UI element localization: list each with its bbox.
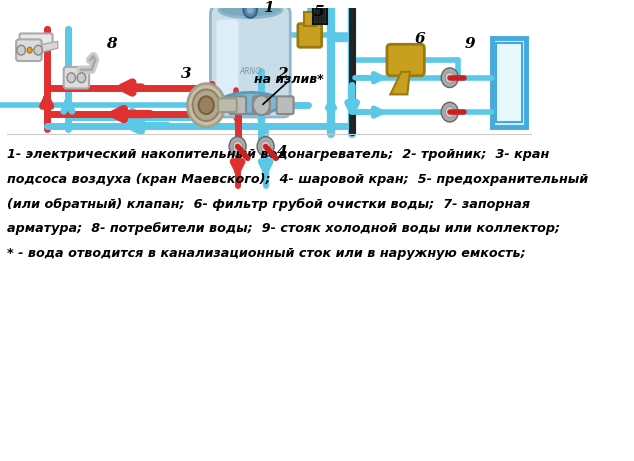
Ellipse shape (219, 2, 281, 18)
Circle shape (441, 68, 458, 88)
Circle shape (261, 141, 270, 152)
Circle shape (188, 83, 225, 127)
FancyBboxPatch shape (276, 96, 294, 114)
Circle shape (253, 95, 270, 115)
Text: на излив*: на излив* (254, 73, 323, 86)
FancyBboxPatch shape (304, 12, 316, 26)
FancyBboxPatch shape (496, 43, 522, 122)
Text: 3: 3 (181, 67, 191, 81)
Circle shape (441, 102, 458, 122)
FancyBboxPatch shape (492, 38, 526, 127)
Circle shape (27, 47, 32, 53)
FancyBboxPatch shape (0, 134, 538, 461)
Ellipse shape (219, 93, 281, 114)
FancyBboxPatch shape (20, 34, 53, 45)
Text: ARNO: ARNO (239, 67, 261, 77)
Circle shape (243, 2, 257, 18)
Text: http://santeh.olx.ua: http://santeh.olx.ua (215, 30, 311, 41)
Circle shape (445, 106, 455, 118)
Text: (или обратный) клапан;  6- фильтр грубой очистки воды;  7- запорная: (или обратный) клапан; 6- фильтр грубой … (7, 198, 530, 211)
Text: 8: 8 (106, 37, 117, 51)
Circle shape (193, 89, 220, 121)
Text: 9: 9 (465, 37, 476, 51)
Text: арматура;  8- потребители воды;  9- стояк холодной воды или коллектор;: арматура; 8- потребители воды; 9- стояк … (7, 222, 560, 235)
Text: 6: 6 (414, 32, 425, 46)
FancyBboxPatch shape (387, 44, 424, 76)
Polygon shape (38, 41, 58, 53)
FancyBboxPatch shape (63, 67, 89, 89)
Text: 5: 5 (314, 5, 325, 19)
Text: * - вода отводится в канализационный сток или в наружную емкость;: * - вода отводится в канализационный сто… (7, 247, 526, 260)
FancyBboxPatch shape (210, 6, 290, 117)
Circle shape (445, 72, 455, 83)
Text: 1- электрический накопительный водонагреватель;  2- тройник;  3- кран: 1- электрический накопительный водонагре… (7, 148, 549, 161)
FancyBboxPatch shape (253, 96, 270, 114)
FancyBboxPatch shape (16, 39, 42, 61)
Circle shape (34, 45, 42, 55)
Text: 4: 4 (276, 145, 287, 160)
FancyBboxPatch shape (298, 24, 321, 47)
Polygon shape (391, 72, 410, 95)
FancyBboxPatch shape (0, 8, 538, 134)
Circle shape (233, 141, 242, 152)
FancyBboxPatch shape (313, 6, 327, 24)
Text: 1: 1 (263, 1, 274, 15)
Text: подсоса воздуха (кран Маевского);  4- шаровой кран;  5- предохранительный: подсоса воздуха (кран Маевского); 4- шар… (7, 173, 588, 186)
FancyBboxPatch shape (218, 98, 236, 112)
Circle shape (247, 6, 254, 14)
FancyBboxPatch shape (216, 20, 238, 103)
Circle shape (77, 73, 86, 83)
Circle shape (17, 45, 25, 55)
Circle shape (229, 136, 246, 156)
Circle shape (198, 96, 214, 114)
FancyBboxPatch shape (315, 8, 325, 22)
Circle shape (257, 136, 274, 156)
FancyBboxPatch shape (229, 96, 246, 114)
Circle shape (67, 73, 75, 83)
Text: 2: 2 (276, 67, 287, 81)
